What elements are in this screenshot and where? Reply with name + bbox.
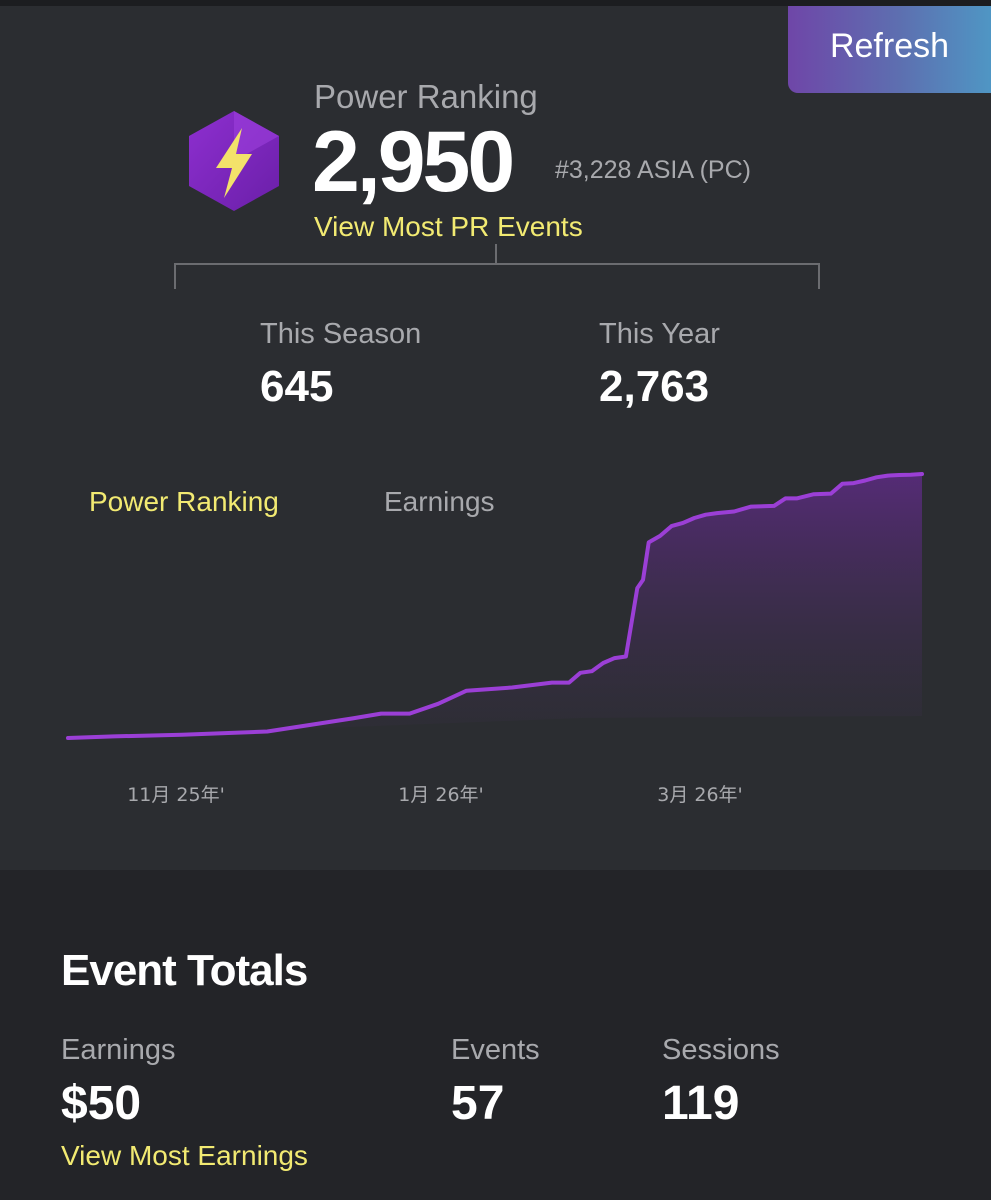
power-ranking-panel: Refresh Power Ranking 2,950 #3,228 ASIA … [0,6,991,870]
sessions-label: Sessions [662,1034,780,1066]
x-tick-label: 1月 26年' [398,784,484,806]
event-totals-panel: Event Totals Earnings $50 Events 57 Sess… [0,870,991,1200]
x-tick-label: 3月 26年' [657,784,743,806]
view-most-pr-events-link[interactable]: View Most PR Events [314,211,583,242]
power-ranking-chart: 11月 25年' 1月 26年' 3月 26年' [66,472,924,806]
status-bar [0,0,991,6]
power-ranking-value: 2,950 [312,114,515,210]
this-season-label: This Season [260,318,422,350]
this-year-label: This Year [599,318,720,350]
chart-series-line [66,472,924,740]
event-totals-title: Event Totals [61,946,308,995]
refresh-button[interactable]: Refresh [788,6,991,93]
view-most-earnings-link[interactable]: View Most Earnings [61,1140,308,1171]
events-value: 57 [451,1077,505,1130]
events-label: Events [451,1034,540,1066]
regional-rank: #3,228 ASIA (PC) [555,156,751,184]
chart-area-fill [68,474,922,738]
tab-power-ranking[interactable]: Power Ranking [89,486,279,517]
x-tick-label: 11月 25年' [127,784,225,806]
earnings-label: Earnings [61,1034,176,1066]
earnings-value: $50 [61,1077,142,1130]
this-season-value: 645 [260,362,334,411]
tab-earnings[interactable]: Earnings [384,486,495,517]
power-ranking-label: Power Ranking [314,78,538,115]
lightning-hexagon-icon [189,111,279,211]
sessions-value: 119 [662,1077,740,1130]
bracket-divider [174,244,820,289]
this-year-value: 2,763 [599,362,710,411]
